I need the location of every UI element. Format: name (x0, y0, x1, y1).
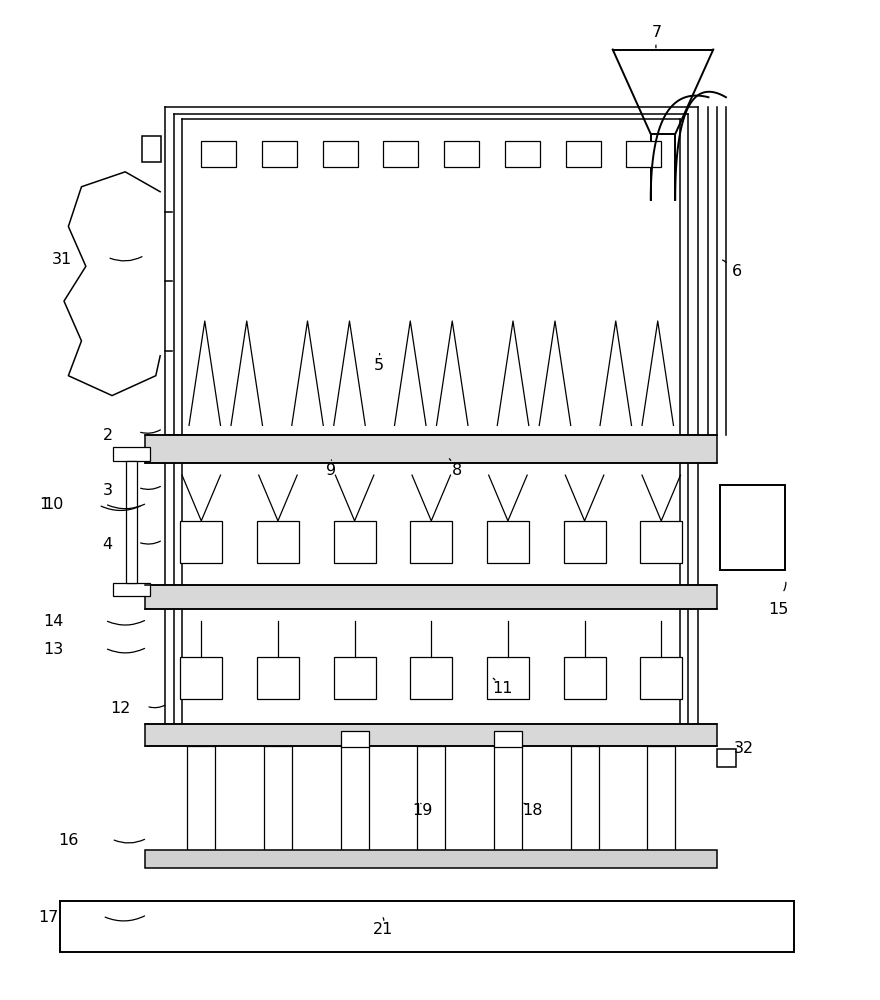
Text: 17: 17 (38, 910, 58, 925)
Bar (487, 657, 529, 699)
Text: 10: 10 (43, 497, 63, 512)
Bar (180, 657, 223, 699)
Bar (720, 485, 786, 570)
Bar (126, 461, 136, 583)
Text: 6: 6 (732, 264, 743, 279)
Bar (145, 850, 717, 868)
Bar (257, 657, 299, 699)
Bar (142, 136, 161, 162)
Text: 16: 16 (58, 833, 78, 848)
Text: 15: 15 (768, 602, 788, 617)
Bar (113, 583, 150, 596)
Text: 19: 19 (413, 803, 433, 818)
Text: 18: 18 (523, 803, 543, 818)
Bar (410, 657, 452, 699)
Bar (494, 731, 522, 747)
Bar (417, 746, 445, 850)
Bar (648, 746, 675, 850)
Bar (627, 141, 661, 167)
Bar (341, 731, 369, 747)
Bar (323, 141, 357, 167)
Text: 7: 7 (652, 25, 662, 40)
Bar (563, 657, 605, 699)
Bar (410, 521, 452, 563)
Text: 5: 5 (374, 358, 384, 373)
Bar (717, 749, 737, 767)
Text: 3: 3 (103, 483, 113, 498)
Bar (264, 746, 292, 850)
Bar (384, 141, 418, 167)
Bar (145, 724, 717, 746)
Text: 21: 21 (373, 922, 393, 937)
Text: 31: 31 (52, 252, 72, 267)
Text: 12: 12 (111, 701, 131, 716)
Bar (505, 141, 539, 167)
Bar (145, 585, 717, 609)
Text: 11: 11 (493, 681, 513, 696)
Bar (570, 746, 598, 850)
Bar (487, 521, 529, 563)
Bar (341, 746, 369, 850)
Bar (641, 521, 682, 563)
Text: 9: 9 (326, 463, 336, 478)
Text: 32: 32 (734, 741, 754, 756)
Bar (334, 657, 376, 699)
Bar (113, 447, 150, 461)
Bar (60, 901, 794, 952)
Bar (180, 521, 223, 563)
Bar (334, 521, 376, 563)
Text: 4: 4 (103, 537, 113, 552)
Text: 2: 2 (103, 428, 113, 443)
Text: 8: 8 (452, 463, 463, 478)
Text: 13: 13 (43, 642, 63, 657)
Bar (262, 141, 297, 167)
Text: 14: 14 (43, 614, 63, 629)
Text: 1: 1 (40, 497, 50, 512)
Bar (494, 746, 522, 850)
Bar (444, 141, 479, 167)
Bar (641, 657, 682, 699)
Bar (257, 521, 299, 563)
Bar (187, 746, 216, 850)
Bar (566, 141, 600, 167)
Bar (563, 521, 605, 563)
Bar (202, 141, 236, 167)
Bar (145, 435, 717, 463)
